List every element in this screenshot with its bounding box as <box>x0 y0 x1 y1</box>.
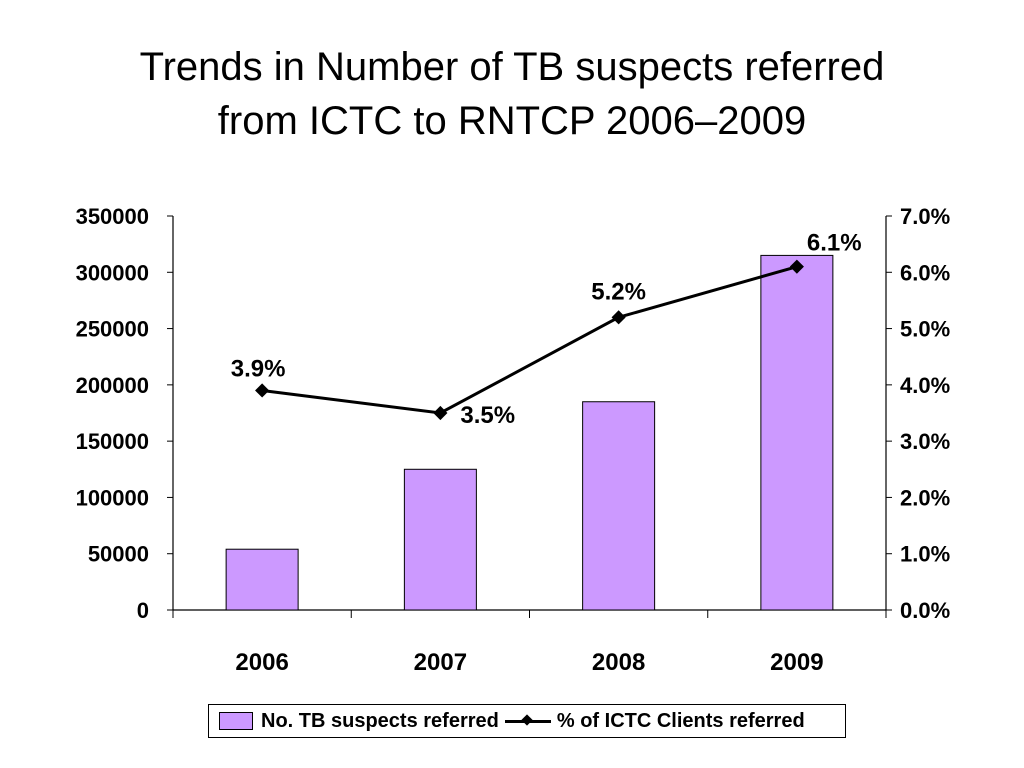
y-left-tick-label: 350000 <box>76 204 149 229</box>
x-tick-label: 2008 <box>592 649 645 676</box>
line-point-2007 <box>433 405 448 421</box>
line-point-2006 <box>255 383 270 398</box>
x-tick-label: 2006 <box>235 649 288 676</box>
y-left-tick-label: 250000 <box>76 317 149 342</box>
data-label-2007: 3.5% <box>460 402 515 429</box>
y-right-tick-label: 2.0% <box>900 485 950 510</box>
line-series <box>261 265 798 415</box>
bar-2009 <box>760 254 834 611</box>
y-left-tick-label: 150000 <box>76 429 149 454</box>
legend-bar-label: No. TB suspects referred <box>261 709 499 732</box>
chart-title-line2: from ICTC to RNTCP 2006–2009 <box>217 99 807 143</box>
legend-bar-swatch <box>219 712 253 730</box>
data-label-2009: 6.1% <box>807 230 862 257</box>
bar-2007 <box>403 468 477 611</box>
legend-item-line: % of ICTC Clients referred <box>499 710 805 733</box>
y-left-tick-label: 100000 <box>76 485 149 510</box>
line-point-2008 <box>611 310 626 325</box>
y-right-tick-label: 1.0% <box>900 542 950 567</box>
chart-title-line1: Trends in Number of TB suspects referred <box>139 45 885 89</box>
chart-area: 0 50000 100000 150000 200000 250000 300000 3500… <box>76 204 951 676</box>
legend-item-bars: No. TB suspects referred <box>209 710 499 733</box>
y-left-tick-label: 200000 <box>76 373 149 398</box>
bar-2008 <box>582 401 656 611</box>
y-right-tick-label: 4.0% <box>900 373 950 398</box>
chart-legend: No. TB suspects referred % of ICTC Clien… <box>208 704 846 738</box>
x-tick-label: 2007 <box>414 649 467 676</box>
x-tick-label: 2009 <box>770 649 823 676</box>
y-right-tick-label: 3.0% <box>900 429 950 454</box>
bar-2006 <box>225 548 299 611</box>
y-right-tick-label: 6.0% <box>900 260 950 285</box>
data-label-2008: 5.2% <box>591 278 646 305</box>
y-right-tick-label: 0.0% <box>900 598 950 623</box>
legend-line-label: % of ICTC Clients referred <box>556 709 805 732</box>
y-left-tick-label: 0 <box>137 598 149 623</box>
line-point-2009 <box>789 259 804 274</box>
y-left-tick-label: 50000 <box>88 542 149 567</box>
y-right-tick-label: 7.0% <box>900 204 950 229</box>
legend-line-marker <box>504 712 551 730</box>
y-left-tick-label: 300000 <box>76 260 149 285</box>
chart-title: Trends in Number of TB suspects referred… <box>0 40 1024 148</box>
data-label-2006: 3.9% <box>231 355 286 382</box>
y-right-tick-label: 5.0% <box>900 317 950 342</box>
